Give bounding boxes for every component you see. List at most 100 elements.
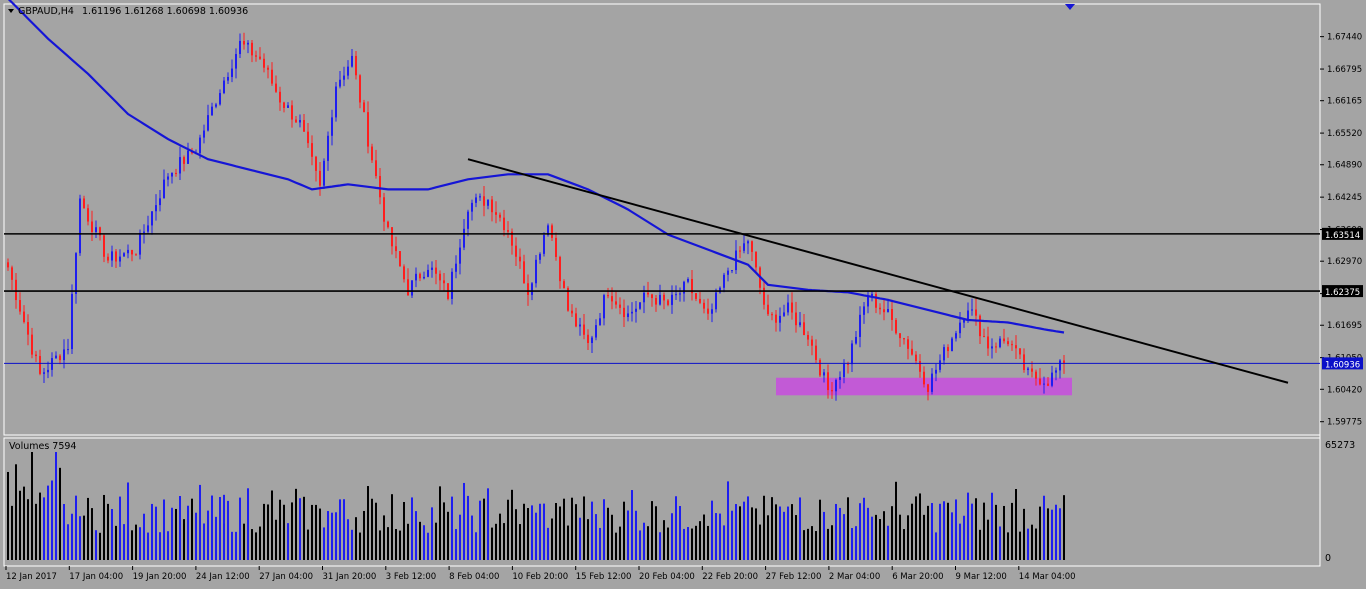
candle: [263, 53, 265, 73]
candle: [743, 233, 745, 254]
candle: [975, 298, 977, 326]
candle: [739, 246, 741, 259]
candle: [1015, 335, 1017, 359]
candle: [43, 367, 45, 384]
candle: [311, 135, 313, 166]
candle: [147, 215, 149, 234]
candle: [391, 227, 393, 255]
candle: [1055, 367, 1057, 381]
candle: [903, 337, 905, 345]
candle: [723, 272, 725, 293]
candle: [767, 294, 769, 317]
candle: [983, 328, 985, 338]
candle: [795, 301, 797, 333]
candle: [1019, 348, 1021, 360]
candle: [347, 60, 349, 80]
bid-tag-label: 1.60936: [1325, 360, 1360, 370]
candle: [883, 298, 885, 321]
candle: [523, 254, 525, 284]
candle: [979, 314, 981, 344]
candle: [1035, 369, 1037, 386]
candle: [935, 363, 937, 382]
time-tick-label: 14 Mar 04:00: [1019, 572, 1076, 582]
candle: [635, 300, 637, 323]
candle: [575, 307, 577, 328]
chart-shift-marker[interactable]: [1065, 4, 1075, 10]
candle: [1043, 376, 1045, 394]
candle: [951, 336, 953, 352]
candle: [231, 59, 233, 83]
candle: [411, 280, 413, 298]
candle: [23, 305, 25, 324]
candle: [279, 86, 281, 111]
time-tick-label: 27 Feb 12:00: [766, 572, 822, 582]
candle: [115, 249, 117, 268]
candle: [131, 249, 133, 262]
time-tick-label: 9 Mar 12:00: [956, 572, 1007, 582]
candle: [339, 70, 341, 89]
candle: [327, 131, 329, 171]
candle: [211, 102, 213, 117]
candle: [1051, 365, 1053, 388]
candle: [943, 344, 945, 365]
candle: [183, 155, 185, 172]
candle: [691, 269, 693, 301]
candle: [79, 194, 81, 256]
candle: [207, 104, 209, 132]
candle: [855, 331, 857, 345]
candle: [675, 285, 677, 300]
candle: [315, 155, 317, 182]
candle: [379, 168, 381, 205]
candle: [27, 314, 29, 346]
volume-panel-frame: [3, 437, 1321, 567]
candle: [459, 239, 461, 275]
candle: [363, 99, 365, 113]
candle: [123, 252, 125, 257]
candle: [735, 240, 737, 275]
candle: [711, 303, 713, 323]
candle: [679, 287, 681, 302]
candle: [779, 307, 781, 332]
candle: [879, 303, 881, 315]
candle: [835, 378, 837, 401]
candle: [367, 101, 369, 154]
candle: [623, 299, 625, 328]
candle: [819, 358, 821, 377]
candle: [615, 291, 617, 309]
candle: [1031, 361, 1033, 378]
time-tick-label: 17 Jan 04:00: [69, 572, 123, 582]
candle: [63, 339, 65, 369]
candle: [763, 280, 765, 310]
candle: [443, 273, 445, 292]
candle: [387, 220, 389, 229]
price-tick-label: 1.64245: [1327, 193, 1362, 203]
candle: [839, 371, 841, 389]
candle: [175, 168, 177, 177]
time-tick-label: 31 Jan 20:00: [323, 572, 377, 582]
volume-label: Volumes 7594: [9, 441, 76, 452]
candle: [783, 304, 785, 317]
candle: [1023, 348, 1025, 373]
candle: [439, 270, 441, 291]
candle: [563, 279, 565, 289]
candle: [423, 271, 425, 280]
candle: [7, 258, 9, 271]
time-tick-label: 3 Feb 12:00: [386, 572, 436, 582]
candle: [799, 312, 801, 328]
candle: [103, 233, 105, 263]
candle: [303, 113, 305, 132]
candle: [947, 344, 949, 358]
trendline[interactable]: [467, 158, 1289, 384]
candle: [707, 298, 709, 320]
candle: [35, 350, 37, 363]
moving-average-line: [7, 0, 1065, 334]
candle: [351, 48, 353, 68]
candle: [475, 193, 477, 208]
candle: [927, 383, 929, 401]
candle: [19, 292, 21, 315]
symbol-dropdown-icon[interactable]: [8, 9, 14, 13]
candle: [283, 101, 285, 113]
candle: [375, 149, 377, 179]
